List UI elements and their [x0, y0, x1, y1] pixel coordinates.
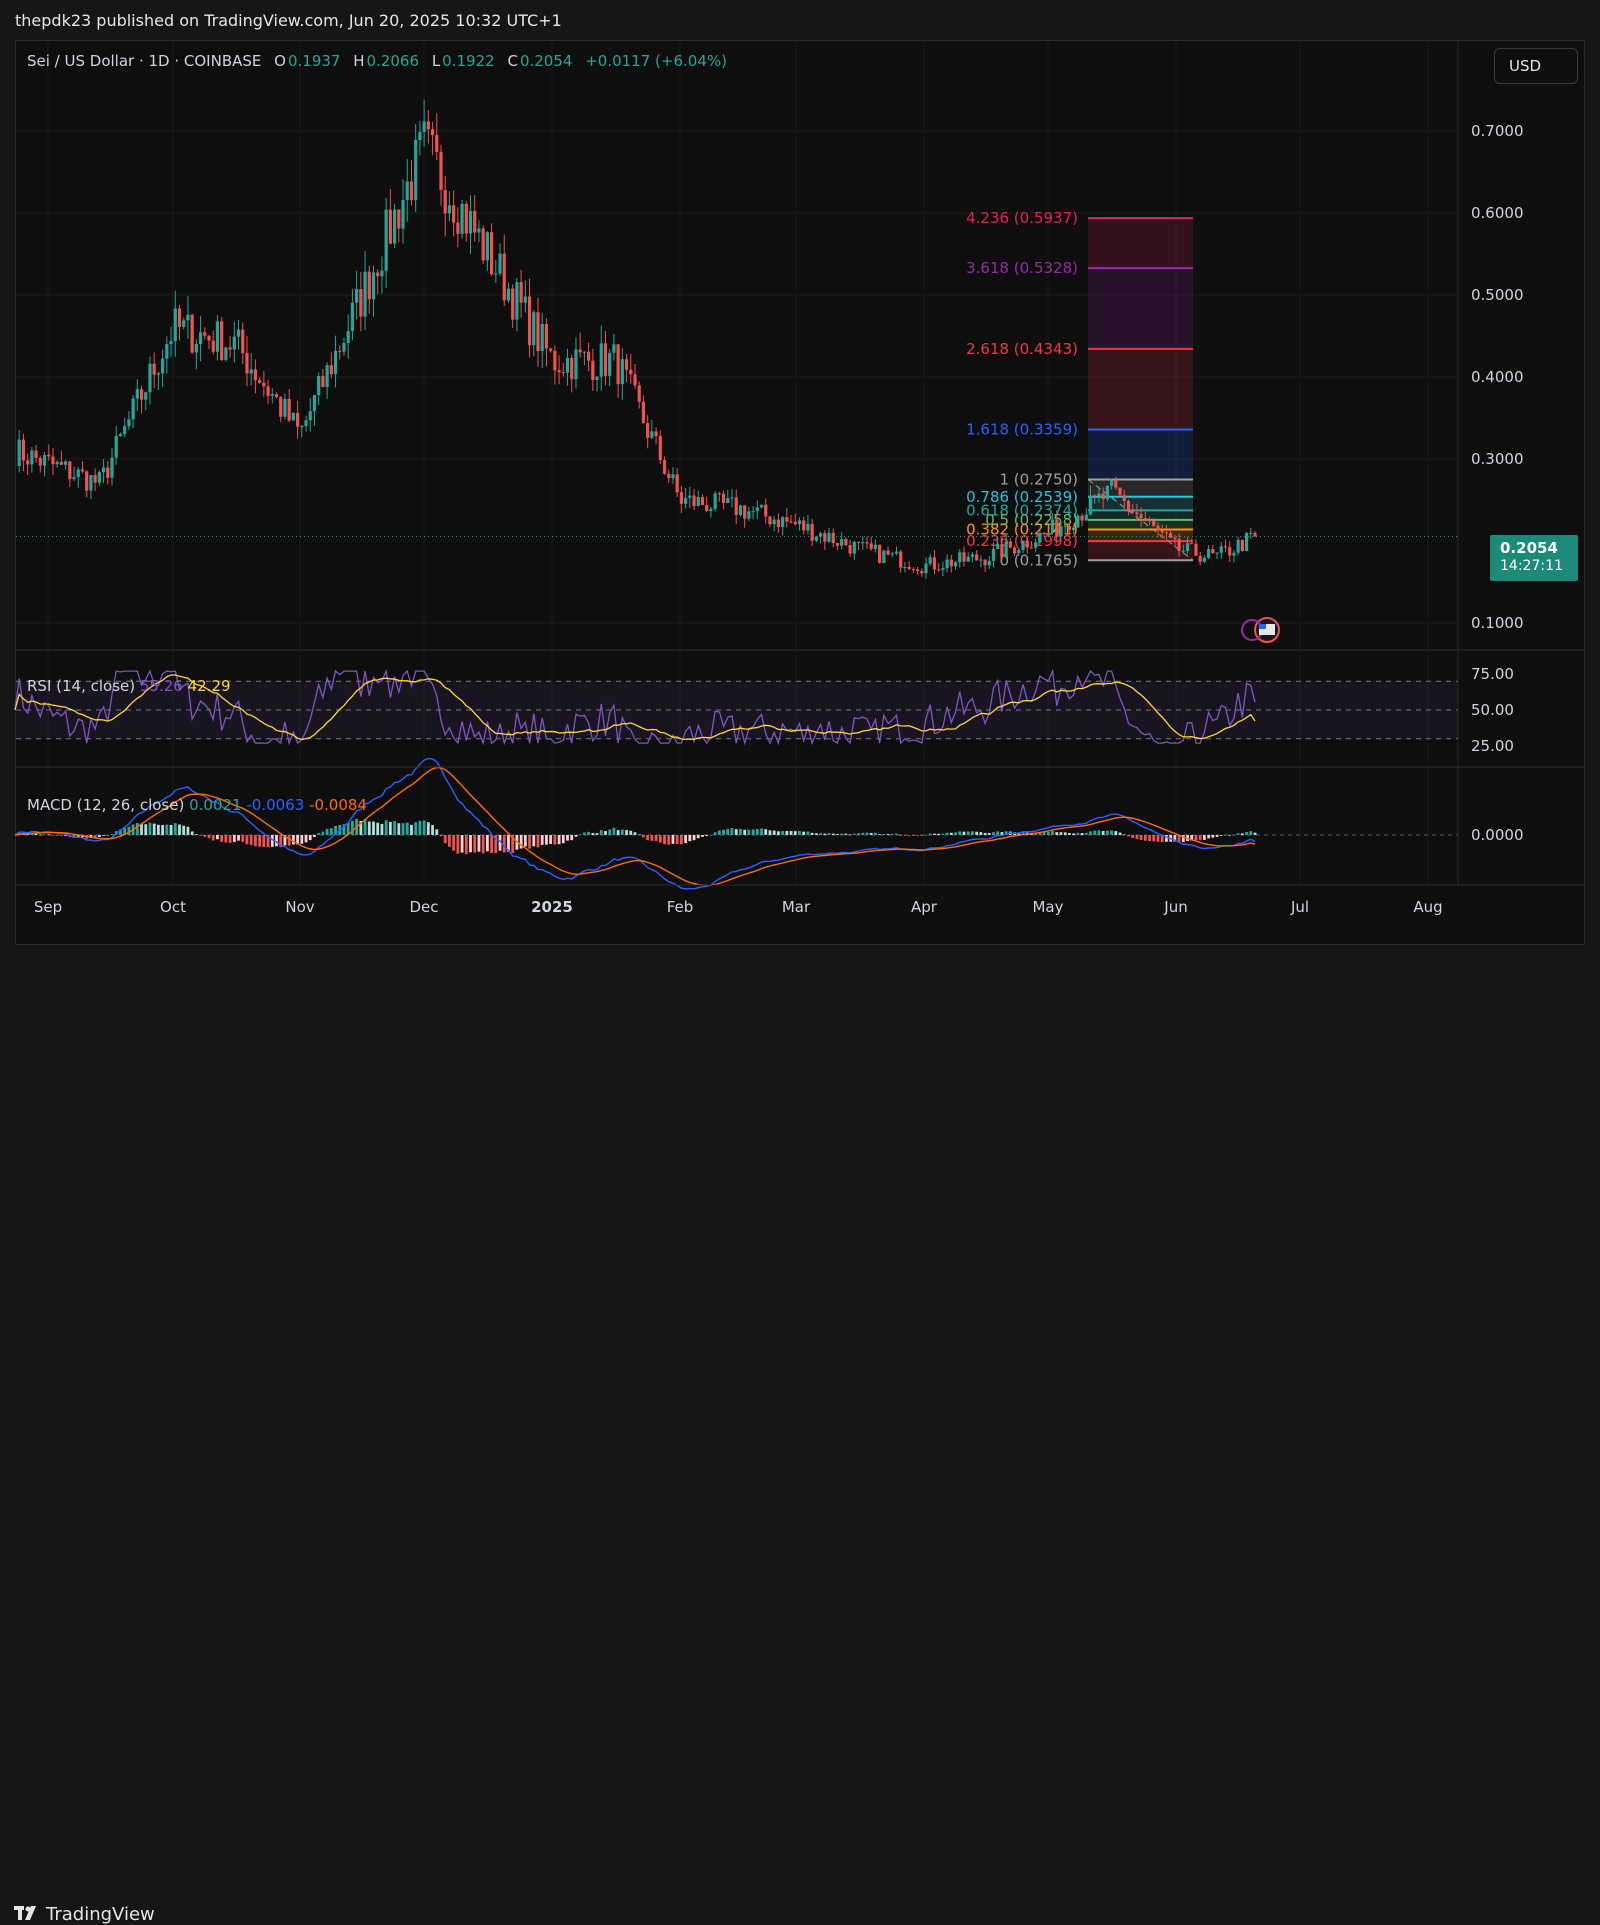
macd-signal-value: -0.0084	[309, 796, 367, 814]
symbol-title[interactable]: Sei / US Dollar · 1D · COINBASE	[27, 52, 262, 70]
close-label: C	[507, 52, 518, 70]
high-value: 0.2066	[366, 52, 420, 70]
tradingview-logo-icon	[14, 1906, 36, 1920]
currency-button[interactable]: USD	[1494, 48, 1578, 84]
publisher-line: thepdk23 published on TradingView.com, J…	[15, 11, 562, 30]
macd-label: MACD (12, 26, close)	[27, 796, 185, 814]
low-label: L	[431, 52, 441, 70]
symbol-header: Sei / US Dollar · 1D · COINBASE O 0.1937 …	[27, 52, 729, 70]
rsi-value: 55.26	[139, 677, 183, 695]
close-value: 0.2054	[519, 52, 573, 70]
rsi-legend[interactable]: RSI (14, close) 55.26 42.29	[27, 677, 231, 695]
publisher-bar: thepdk23 published on TradingView.com, J…	[0, 0, 1600, 40]
bar-countdown: 14:27:11	[1500, 558, 1563, 574]
open-label: O	[274, 52, 286, 70]
footer: TradingView	[0, 945, 1600, 1925]
macd-line-value: -0.0063	[246, 796, 305, 814]
tradingview-logo[interactable]: TradingView	[14, 1903, 155, 1925]
low-value: 0.1922	[442, 52, 495, 70]
last-price: 0.2054	[1500, 539, 1558, 557]
last-price-tag: 0.2054 14:27:11	[1490, 535, 1578, 581]
macd-hist-value: 0.0021	[189, 796, 242, 814]
change-value: +0.0117 (+6.04%)	[585, 52, 727, 70]
brand-name: TradingView	[46, 1903, 155, 1925]
rsi-label: RSI (14, close)	[27, 677, 136, 695]
open-value: 0.1937	[287, 52, 341, 70]
high-label: H	[353, 52, 365, 70]
macd-legend[interactable]: MACD (12, 26, close) 0.0021 -0.0063 -0.0…	[27, 796, 367, 814]
rsi-ma-value: 42.29	[187, 677, 231, 695]
